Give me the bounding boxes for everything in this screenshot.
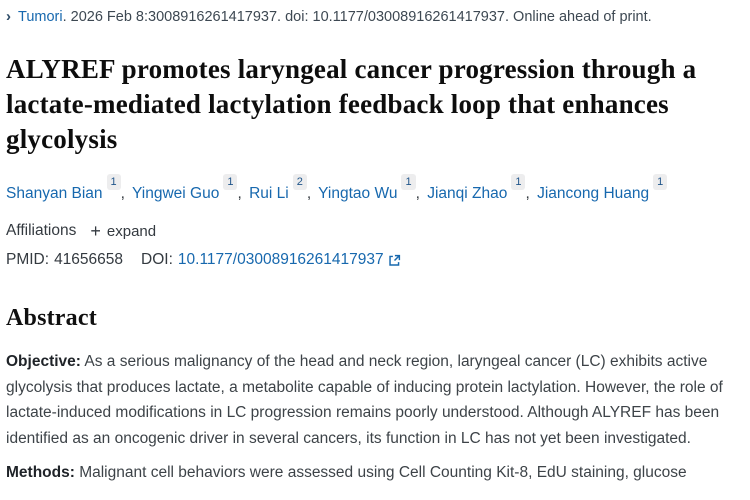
author-item: Jiancong Huang1 bbox=[537, 174, 668, 203]
author-separator: , bbox=[306, 185, 312, 203]
section-label: Methods: bbox=[6, 464, 75, 482]
author-affiliation-sup[interactable]: 1 bbox=[401, 174, 416, 190]
author-affiliation-sup[interactable]: 1 bbox=[511, 174, 526, 190]
expand-affiliations-button[interactable]: + expand bbox=[90, 221, 157, 242]
author-separator: , bbox=[120, 185, 125, 203]
pmid-value: 41656658 bbox=[54, 251, 124, 269]
author-separator: , bbox=[525, 185, 530, 203]
author-item: Rui Li2, bbox=[249, 174, 314, 203]
external-link-icon bbox=[388, 254, 400, 266]
doi-link[interactable]: 10.1177/03008916261417937 bbox=[177, 251, 384, 269]
author-link[interactable]: Yingtao Wu bbox=[318, 185, 398, 203]
section-text: As a serious malignancy of the head and … bbox=[6, 353, 723, 447]
expand-label: expand bbox=[106, 222, 157, 240]
pmid-label: PMID: bbox=[6, 251, 50, 269]
identifiers-row: PMID: 41656658 DOI: 10.1177/030089162614… bbox=[6, 251, 742, 269]
author-link[interactable]: Shanyan Bian bbox=[6, 185, 103, 203]
chevron-right-icon: › bbox=[6, 8, 11, 25]
author-separator: , bbox=[237, 185, 242, 203]
abstract-paragraph-methods: Methods: Malignant cell behaviors were a… bbox=[6, 460, 742, 486]
author-link[interactable]: Jiancong Huang bbox=[537, 185, 650, 203]
doi-label: DOI: bbox=[141, 251, 173, 269]
author-link[interactable]: Jianqi Zhao bbox=[427, 185, 508, 203]
citation-text: . 2026 Feb 8:3008916261417937. doi: 10.1… bbox=[62, 9, 652, 25]
article-page: › Tumori. 2026 Feb 8:3008916261417937. do… bbox=[6, 8, 742, 486]
affiliations-row: Affiliations + expand bbox=[6, 222, 742, 240]
author-item: Yingwei Guo1, bbox=[132, 174, 245, 203]
affiliations-label: Affiliations bbox=[6, 222, 77, 240]
author-link[interactable]: Yingwei Guo bbox=[132, 185, 220, 203]
author-affiliation-sup[interactable]: 1 bbox=[223, 174, 238, 190]
author-item: Jianqi Zhao1, bbox=[427, 174, 533, 203]
journal-link[interactable]: Tumori bbox=[18, 9, 63, 25]
abstract-paragraph-objective: Objective: As a serious malignancy of th… bbox=[6, 349, 742, 451]
plus-icon: + bbox=[90, 221, 101, 242]
pmid-group: PMID: 41656658 bbox=[6, 251, 123, 269]
author-link[interactable]: Rui Li bbox=[249, 185, 289, 203]
abstract-heading: Abstract bbox=[6, 305, 97, 332]
author-item: Shanyan Bian1, bbox=[6, 174, 128, 203]
authors-list: Shanyan Bian1, Yingwei Guo1, Rui Li2, Yi… bbox=[6, 174, 742, 206]
author-item: Yingtao Wu1, bbox=[318, 174, 423, 203]
author-affiliation-sup[interactable]: 1 bbox=[106, 174, 121, 190]
author-affiliation-sup[interactable]: 1 bbox=[653, 174, 668, 190]
doi-group: DOI: 10.1177/03008916261417937 bbox=[141, 251, 401, 269]
author-affiliation-sup[interactable]: 2 bbox=[292, 174, 307, 190]
journal-citation-line: › Tumori. 2026 Feb 8:3008916261417937. do… bbox=[6, 8, 742, 26]
section-text: Malignant cell behaviors were assessed u… bbox=[79, 464, 687, 482]
section-label: Objective: bbox=[6, 353, 81, 371]
article-title: ALYREF promotes laryngeal cancer progres… bbox=[6, 54, 697, 154]
author-separator: , bbox=[415, 185, 420, 203]
